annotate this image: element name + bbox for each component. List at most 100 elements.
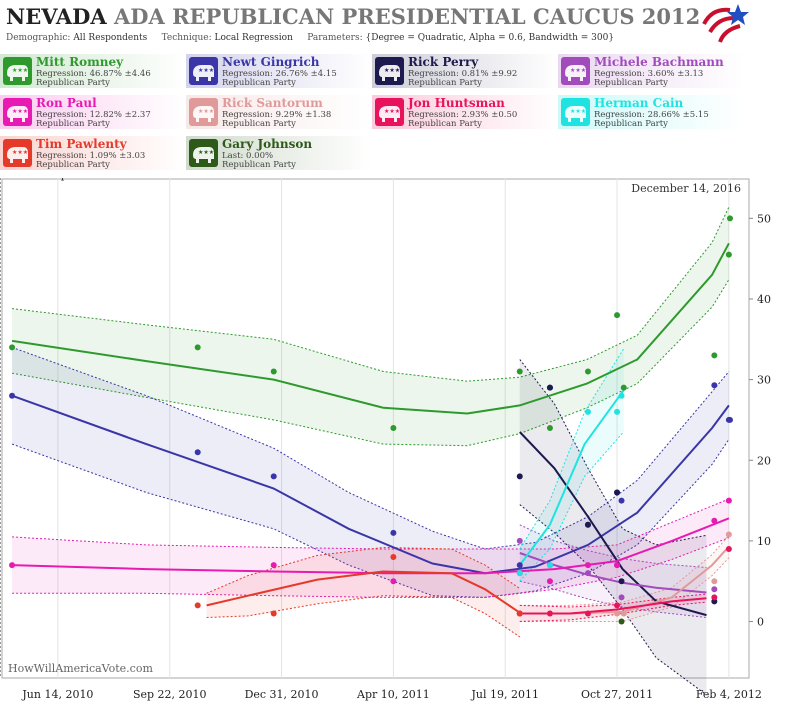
candidate-card: ★★★ Newt Gingrich Regression: 26.76% ±4.15… — [186, 54, 372, 88]
data-point — [194, 449, 201, 456]
candidate-name: Rick Perry — [408, 55, 479, 69]
data-point — [618, 497, 625, 504]
candidate-card: ★★★ Rick Perry Regression: 0.81% ±9.92 Repu… — [372, 54, 558, 88]
confidence-band — [519, 524, 707, 618]
demographic-label: Demographic: — [6, 33, 71, 43]
data-point — [614, 312, 621, 319]
x-tick-label: Jul 19, 2011 — [470, 688, 539, 701]
svg-text:★★★: ★★★ — [198, 108, 214, 115]
demographic-value: All Respondents — [73, 33, 148, 43]
data-point — [618, 392, 625, 399]
date-label: December 14, 2016 — [631, 182, 741, 195]
elephant-icon: ★★★ — [375, 98, 404, 126]
elephant-icon: ★★★ — [3, 57, 32, 85]
candidate-stat: Regression: 26.76% ±4.15 — [222, 69, 337, 79]
candidate-card: ★★★ Tim Pawlenty Regression: 1.09% ±3.03 Re… — [0, 136, 186, 170]
chart-title: NEVADA ADA REPUBLICAN PRESIDENTIAL CAUCU… — [6, 4, 700, 29]
candidate-name: Jon Huntsman — [408, 96, 505, 110]
chart-plot: Jun 14, 2010 Sep 22, 2010 Dec 31, 2010 Apr … — [0, 178, 771, 701]
data-point — [516, 368, 523, 375]
data-point — [194, 344, 201, 351]
confidence-band — [12, 498, 729, 598]
data-point — [726, 215, 733, 222]
y-tick-label: 20 — [757, 454, 771, 467]
regression-line — [518, 389, 625, 566]
candidate-card: ★★★ Michele Bachmann Regression: 3.60% ±3.… — [558, 54, 744, 88]
data-point — [725, 545, 732, 552]
candidate-name: Mitt Romney — [36, 55, 124, 69]
chart-header: NEVADA ADA REPUBLICAN PRESIDENTIAL CAUCU… — [0, 0, 789, 178]
data-point — [546, 384, 553, 391]
parameters-line: Demographic: All Respondents Technique: … — [6, 33, 614, 43]
confidence-band — [519, 348, 624, 582]
data-point — [618, 594, 625, 601]
candidate-party: Republican Party — [594, 119, 668, 129]
data-point — [390, 425, 397, 431]
data-point — [711, 382, 718, 389]
upper-bound-line — [519, 534, 730, 606]
data-point — [390, 529, 397, 536]
candidate-name: Ron Paul — [36, 96, 97, 110]
data-point — [546, 578, 553, 585]
data-point — [614, 610, 621, 617]
confidence-band — [519, 359, 707, 695]
data-point — [9, 344, 16, 351]
data-point — [516, 610, 523, 617]
regression-line — [11, 242, 730, 415]
data-point — [584, 521, 591, 528]
svg-text:★★★: ★★★ — [198, 149, 214, 156]
x-tick-label: Sep 22, 2010 — [133, 688, 207, 701]
x-tick-label: Jun 14, 2010 — [21, 688, 93, 701]
elephant-icon: ★★★ — [561, 98, 590, 126]
data-point — [516, 562, 523, 569]
candidate-card: ★★★ Rick Santorum Regression: 9.29% ±1.38 R… — [186, 95, 372, 129]
candidate-party: Republican Party — [222, 119, 296, 129]
lower-bound-line — [12, 279, 730, 447]
upper-bound-line — [519, 348, 625, 550]
data-point — [516, 570, 523, 577]
data-point — [270, 562, 277, 569]
data-point — [584, 562, 591, 569]
upper-bound-line — [11, 346, 730, 550]
svg-text:★★★: ★★★ — [384, 108, 400, 115]
technique-label: Technique: — [161, 33, 212, 43]
data-point — [614, 489, 621, 496]
candidate-stat: Regression: 1.09% ±3.03 — [36, 151, 146, 161]
data-point — [620, 384, 627, 391]
svg-text:★★★: ★★★ — [198, 67, 214, 74]
parameters-label: Parameters: — [307, 33, 363, 43]
data-point — [614, 562, 621, 569]
data-point — [725, 531, 732, 538]
y-tick-label: 10 — [757, 535, 771, 548]
data-point — [546, 562, 553, 569]
data-point — [270, 368, 277, 375]
y-tick-label: 30 — [757, 374, 771, 387]
lower-bound-line — [519, 557, 730, 622]
elephant-icon: ★★★ — [375, 57, 404, 85]
y-tick-label: 50 — [757, 212, 771, 225]
data-point — [711, 586, 718, 593]
candidate-stat: Last: 0.00% — [222, 151, 274, 161]
candidate-name: Michele Bachmann — [594, 55, 724, 69]
candidate-stat: Regression: 46.87% ±4.46 — [36, 69, 151, 79]
candidate-party: Republican Party — [36, 119, 110, 129]
parameters-value: {Degree = Quadratic, Alpha = 0.6, Bandwi… — [365, 33, 615, 43]
x-tick-label: Oct 27, 2011 — [581, 688, 653, 701]
elephant-icon: ★★★ — [3, 139, 32, 167]
data-point — [390, 554, 397, 561]
candidate-card: ★★★ Ron Paul Regression: 12.82% ±2.37 Repub… — [0, 95, 186, 129]
data-point — [9, 562, 16, 569]
title-state: NEVADA — [6, 4, 107, 29]
candidate-name: Rick Santorum — [222, 96, 323, 110]
x-tick-label: Dec 31, 2010 — [245, 688, 319, 701]
svg-text:★★★: ★★★ — [384, 67, 400, 74]
candidate-stat: Regression: 28.66% ±5.15 — [594, 110, 709, 120]
candidate-party: Republican Party — [36, 160, 110, 170]
data-point — [390, 578, 397, 585]
data-point — [584, 368, 591, 375]
data-point — [725, 251, 732, 258]
candidate-party: Republican Party — [408, 78, 482, 88]
data-point — [711, 578, 718, 585]
data-point — [516, 473, 523, 480]
svg-text:★★★: ★★★ — [12, 67, 28, 74]
